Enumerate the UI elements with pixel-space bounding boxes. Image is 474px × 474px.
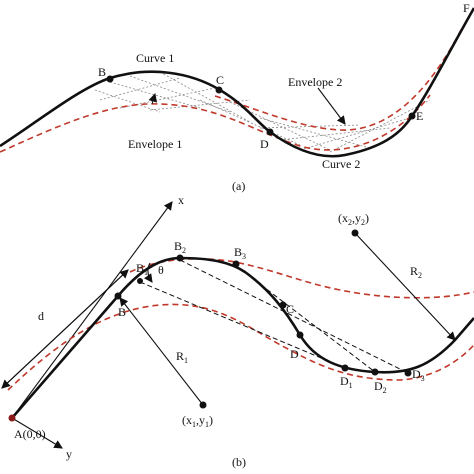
label-part: 2 — [348, 218, 352, 227]
arrow — [148, 92, 158, 105]
caption: (b) — [232, 455, 246, 469]
label-part: C — [286, 302, 294, 316]
panel-a: F Curve 1 B C Envelope 2 Envelope 1 D E … — [0, 1, 474, 193]
label-part: (x — [182, 413, 192, 427]
label: Envelope 1 — [128, 137, 182, 151]
label-part: B — [174, 239, 182, 253]
label-part: (x — [338, 211, 348, 225]
label: F — [463, 1, 470, 15]
r1-line — [119, 297, 204, 406]
label-part: ,y — [196, 413, 205, 427]
label: R1 — [176, 349, 188, 365]
point-label: B2 — [174, 239, 186, 255]
label-part: D — [374, 379, 383, 393]
label: B — [98, 65, 106, 79]
label-part: B — [136, 261, 144, 275]
label: (x2,y2) — [338, 211, 369, 227]
label-part: D — [290, 347, 299, 361]
panel-b: x y A(0,0) d θ R1 R2 (x2,y2) (x1,y1) BB1… — [1, 193, 474, 469]
curve-1 — [0, 7, 474, 158]
x-axis — [11, 201, 173, 419]
label: θ — [158, 263, 164, 277]
curve-points — [8, 229, 412, 422]
point-label: D1 — [340, 374, 353, 390]
label: Envelope 2 — [288, 75, 342, 89]
label-part: 1 — [349, 381, 353, 390]
label-part: D — [340, 374, 349, 388]
label: A(0,0) — [14, 427, 46, 441]
envelope-2 — [214, 27, 463, 131]
label: d — [38, 309, 44, 323]
point-label: B3 — [234, 245, 246, 261]
label-part: ) — [209, 413, 213, 427]
label: C — [216, 73, 224, 87]
label: x — [178, 193, 184, 207]
theta-arc — [143, 262, 153, 283]
label-part: D — [412, 367, 421, 381]
label: y — [66, 447, 72, 461]
label: (x1,y1) — [182, 413, 213, 429]
caption: (a) — [232, 179, 245, 193]
label-part: ,y — [352, 211, 361, 225]
envelope-upper — [129, 258, 474, 299]
point-label: B1 — [136, 261, 148, 277]
label-part: 1 — [144, 268, 148, 277]
label: Curve 1 — [136, 51, 174, 65]
curve — [11, 256, 474, 419]
chords — [139, 259, 409, 374]
point-label: C — [286, 302, 294, 316]
point-label: D — [290, 347, 299, 361]
label-part: 2 — [361, 218, 365, 227]
label-part: 1 — [205, 420, 209, 429]
label: R2 — [410, 264, 422, 280]
label-part: 1 — [192, 420, 196, 429]
point-label: D3 — [412, 367, 425, 383]
label-part: 3 — [421, 374, 425, 383]
y-axis — [11, 417, 63, 449]
label-part: 2 — [383, 386, 387, 395]
label-part: B — [234, 245, 242, 259]
label-part: 2 — [182, 246, 186, 255]
point-label: B — [118, 305, 126, 319]
label: E — [416, 109, 423, 123]
arrow — [317, 87, 346, 125]
r2-line — [354, 232, 456, 341]
curve-points — [106, 75, 416, 136]
label: Curve 2 — [322, 157, 360, 171]
envelope-lines — [94, 71, 431, 153]
label-part: ) — [365, 211, 369, 225]
label-part: 3 — [242, 252, 246, 261]
d-arrow — [1, 269, 129, 389]
label-part: B — [118, 305, 126, 319]
label: D — [260, 137, 269, 151]
point-label: D2 — [374, 379, 387, 395]
